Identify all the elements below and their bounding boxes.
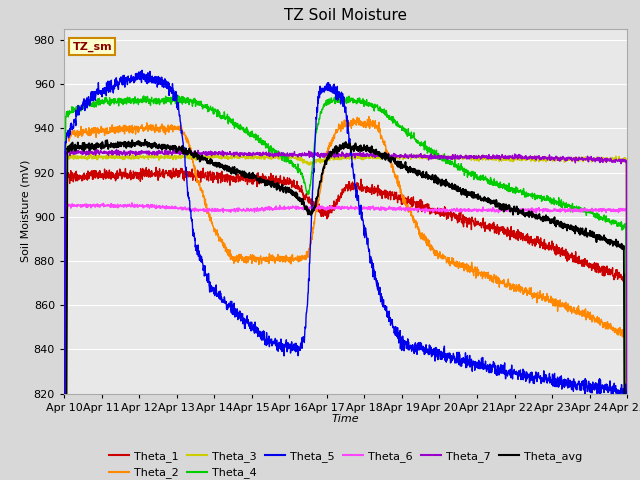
Theta_6 [128,200,136,206]
Theta_2 [504,283,511,289]
Theta_5 [319,85,327,91]
Theta_2 [334,127,342,132]
Theta_3 [89,156,97,161]
Theta_avg [607,237,614,243]
Line: Theta_2: Theta_2 [64,117,627,480]
Text: TZ_sm: TZ_sm [72,42,112,52]
Line: Theta_7: Theta_7 [64,149,627,480]
Theta_1 [334,194,342,200]
Theta_avg [141,137,149,143]
Theta_4 [504,183,511,189]
Theta_4 [607,219,614,225]
Theta_2 [319,168,327,173]
Theta_7 [504,153,511,159]
Theta_5 [334,96,342,102]
Theta_1 [89,176,97,182]
Theta_4 [334,99,342,105]
Theta_avg [319,167,327,173]
Theta_avg [89,143,97,148]
Theta_7 [89,151,97,156]
Theta_3 [607,156,614,162]
Legend: Theta_1, Theta_2, Theta_3, Theta_4, Theta_5, Theta_6, Theta_7, Theta_avg: Theta_1, Theta_2, Theta_3, Theta_4, Thet… [105,446,586,480]
Theta_3 [319,156,327,162]
Theta_1 [152,165,160,170]
Theta_4 [174,93,182,98]
Line: Theta_1: Theta_1 [64,168,627,480]
Theta_4 [607,218,615,224]
Theta_5 [89,89,97,95]
Theta_1 [504,228,511,233]
Line: Theta_avg: Theta_avg [64,140,627,480]
Theta_avg [334,146,342,152]
Line: Theta_4: Theta_4 [64,96,627,480]
Theta_2 [89,128,97,133]
Theta_6 [319,205,327,211]
Theta_1 [607,267,614,273]
Theta_6 [607,207,614,213]
Theta_6 [89,203,97,208]
Theta_5 [607,388,615,394]
Theta_6 [504,205,511,211]
Theta_2 [607,323,615,329]
Line: Theta_3: Theta_3 [64,154,627,480]
Theta_7 [319,151,327,156]
Theta_6 [607,206,615,212]
Theta_3 [185,151,193,156]
Theta_3 [334,153,342,159]
X-axis label: Time: Time [332,414,360,424]
Theta_2 [607,326,614,332]
Theta_3 [607,157,615,163]
Theta_3 [504,156,511,162]
Theta_1 [607,269,615,275]
Theta_7 [607,157,614,163]
Line: Theta_5: Theta_5 [64,71,627,480]
Theta_2 [365,114,372,120]
Theta_avg [504,204,511,210]
Theta_7 [607,156,615,162]
Theta_7 [169,146,177,152]
Theta_6 [334,206,342,212]
Theta_5 [607,384,614,390]
Theta_avg [607,240,615,246]
Theta_7 [334,152,342,158]
Theta_4 [319,104,327,109]
Theta_4 [89,101,97,107]
Y-axis label: Soil Moisture (mV): Soil Moisture (mV) [21,160,31,263]
Theta_1 [319,214,327,219]
Line: Theta_6: Theta_6 [64,203,627,480]
Theta_5 [138,68,146,73]
Theta_5 [504,370,511,375]
Title: TZ Soil Moisture: TZ Soil Moisture [284,9,407,24]
